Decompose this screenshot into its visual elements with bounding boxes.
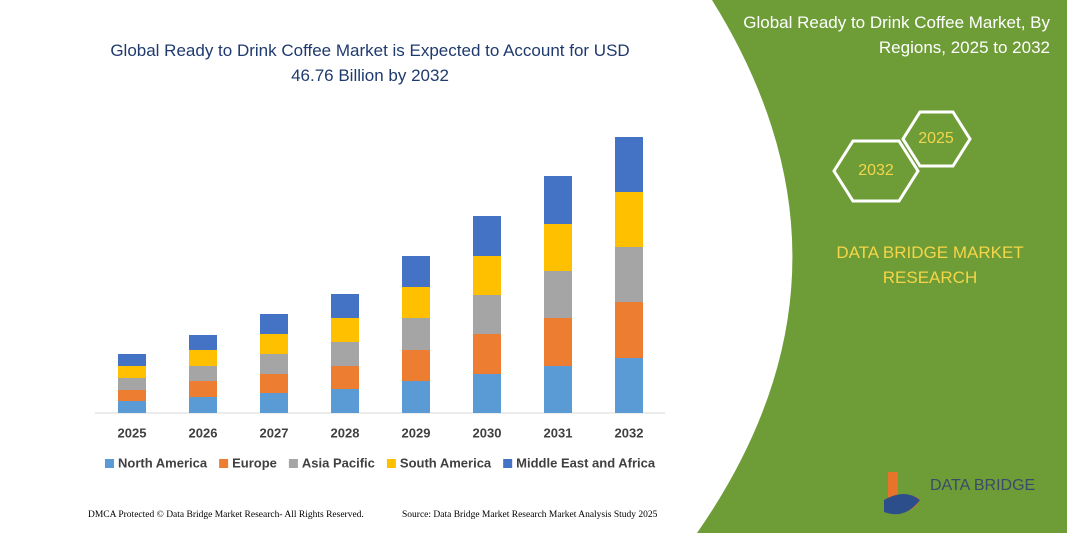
x-tick-label: 2025: [118, 425, 147, 440]
hexagon: [832, 139, 920, 203]
legend-swatch: [288, 459, 298, 468]
bar-segment: [331, 294, 359, 318]
bar-segment: [189, 381, 217, 397]
bar-segment: [189, 366, 217, 381]
bar-segment: [118, 390, 146, 401]
bar-segment: [402, 256, 430, 287]
legend-label: Asia Pacific: [302, 455, 375, 470]
x-tick-label: 2028: [331, 425, 360, 440]
bar-segment: [473, 216, 501, 256]
x-tick-label: 2031: [544, 425, 573, 440]
chart-title: Global Ready to Drink Coffee Market is E…: [110, 41, 630, 85]
legend-label: South America: [400, 455, 492, 470]
brand-text: DATA BRIDGE MARKET RESEARCH: [836, 243, 1024, 287]
bar-segment: [544, 271, 572, 318]
bar-segment: [615, 192, 643, 247]
bar-segment: [260, 314, 288, 334]
bar-segment: [331, 318, 359, 342]
bar-segment: [615, 137, 643, 192]
green-panel: [697, 0, 1067, 533]
x-tick-label: 2032: [615, 425, 644, 440]
bar-segment: [402, 381, 430, 413]
bar-segment: [544, 176, 572, 224]
x-tick-label: 2027: [260, 425, 289, 440]
logo-text: DATA BRIDGE: [930, 477, 1035, 494]
bar-segment: [473, 334, 501, 374]
legend-label: North America: [118, 455, 208, 470]
hexagon-label: 2025: [918, 130, 954, 147]
legend-swatch: [219, 459, 229, 468]
x-tick-label: 2030: [473, 425, 502, 440]
legend-swatch: [386, 459, 396, 468]
bar-segment: [260, 334, 288, 354]
bar-segment: [189, 335, 217, 350]
x-tick-label: 2026: [189, 425, 218, 440]
legend-swatch: [105, 459, 114, 468]
bar-segment: [331, 389, 359, 413]
bar-segment: [402, 350, 430, 381]
bar-segment: [118, 378, 146, 390]
bar-segment: [544, 318, 572, 366]
bar-segment: [615, 247, 643, 302]
bar-segment: [473, 295, 501, 334]
bar-segment: [544, 366, 572, 413]
legend-label: Middle East and Africa: [516, 455, 656, 470]
legend-label: Europe: [232, 455, 277, 470]
bar-segment: [473, 374, 501, 413]
logo-icon: [884, 494, 920, 515]
hexagon-label: 2032: [858, 162, 894, 179]
footer-left: DMCA Protected © Data Bridge Market Rese…: [88, 509, 364, 520]
bar-segment: [260, 374, 288, 393]
legend-swatch: [503, 459, 513, 468]
bar-segment: [331, 366, 359, 389]
footer-right: Source: Data Bridge Market Research Mark…: [402, 510, 658, 520]
panel-title: Global Ready to Drink Coffee Market, By …: [743, 13, 1050, 57]
bar-segment: [118, 354, 146, 366]
bar-segment: [473, 256, 501, 295]
bar-segment: [118, 366, 146, 378]
bar-segment: [260, 354, 288, 374]
bar-segment: [189, 350, 217, 366]
x-tick-label: 2029: [402, 425, 431, 440]
bar-segment: [615, 302, 643, 358]
bar-segment: [402, 287, 430, 318]
bar-segment: [615, 358, 643, 413]
bar-segment: [544, 224, 572, 271]
bar-segment: [331, 342, 359, 366]
hexagon: [901, 110, 972, 168]
bar-segment: [260, 393, 288, 413]
bar-segment: [118, 401, 146, 413]
bar-segment: [189, 397, 217, 413]
bar-segment: [402, 318, 430, 350]
